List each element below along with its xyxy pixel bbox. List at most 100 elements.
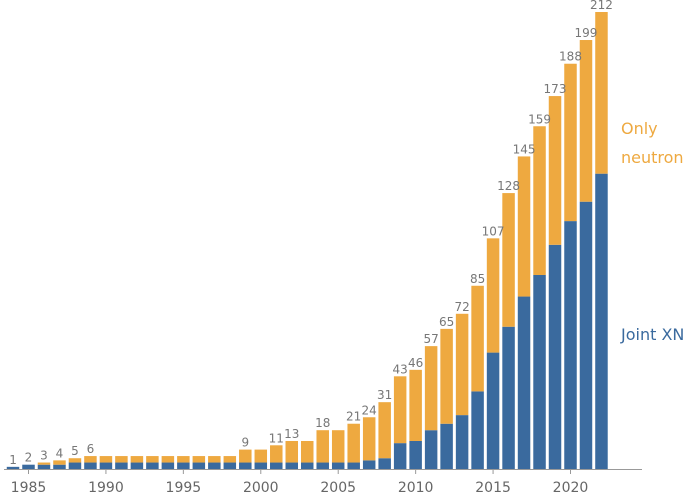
bar-only-neutron-1999 <box>239 449 252 463</box>
x-tick-label-2000: 2000 <box>243 480 279 495</box>
bar-only-neutron-1998 <box>223 456 237 463</box>
bar-joint-1990 <box>99 462 113 469</box>
total-label-1988: 5 <box>71 444 79 458</box>
bar-joint-2000 <box>254 462 268 469</box>
bar-only-neutron-2004 <box>316 430 329 463</box>
bar-only-neutron-1996 <box>192 456 206 463</box>
total-label-2016: 128 <box>497 179 520 193</box>
total-label-2010: 46 <box>408 356 423 370</box>
bar-joint-2006 <box>347 462 360 469</box>
bar-only-neutron-1987 <box>53 460 66 465</box>
bar-joint-2018 <box>533 274 546 469</box>
total-label-2007: 24 <box>362 403 377 417</box>
bar-only-neutron-2010 <box>409 369 422 441</box>
bar-joint-1998 <box>223 462 237 469</box>
bar-only-neutron-1991 <box>115 456 128 463</box>
bar-only-neutron-2022 <box>595 12 608 174</box>
legend-joint-xn: Joint XN <box>620 325 684 344</box>
bar-only-neutron-2018 <box>533 126 546 275</box>
bar-joint-2016 <box>502 326 515 469</box>
total-label-2017: 145 <box>513 142 536 156</box>
bar-only-neutron-1986 <box>37 462 51 465</box>
x-tick-label-1995: 1995 <box>166 480 202 495</box>
bar-only-neutron-1990 <box>99 456 113 463</box>
x-ticks-group: 1985 1990 1995 2000 2005 2010 2015 2020 <box>11 469 589 495</box>
total-label-2001: 11 <box>269 431 284 445</box>
total-label-2006: 21 <box>346 410 361 424</box>
bar-joint-2009 <box>393 443 407 469</box>
bar-only-neutron-2015 <box>486 238 500 353</box>
bar-only-neutron-2017 <box>517 156 531 297</box>
x-tick-label-2015: 2015 <box>475 480 511 495</box>
bar-joint-2001 <box>270 462 283 469</box>
bar-only-neutron-2016 <box>502 193 515 327</box>
total-label-1987: 4 <box>56 446 64 460</box>
legend-only-neutron-line1: Only <box>621 119 658 138</box>
bar-joint-2004 <box>316 462 329 469</box>
total-label-2020: 188 <box>559 50 582 64</box>
total-label-2021: 199 <box>575 26 598 40</box>
bar-joint-2019 <box>548 244 562 469</box>
x-tick-label-1985: 1985 <box>11 480 47 495</box>
total-label-2012: 65 <box>439 315 454 329</box>
bar-joint-1987 <box>53 464 66 469</box>
total-label-2019: 173 <box>544 82 567 96</box>
bar-joint-2011 <box>424 430 438 469</box>
x-tick-label-1990: 1990 <box>88 480 124 495</box>
bar-joint-1986 <box>37 464 51 469</box>
bar-joint-2012 <box>440 423 453 469</box>
bar-only-neutron-2005 <box>331 430 345 463</box>
total-label-1985: 2 <box>25 451 33 465</box>
legend-only-neutron-line2: neutron <box>621 148 684 167</box>
bar-only-neutron-2007 <box>362 417 376 461</box>
bar-only-neutron-2009 <box>393 376 407 444</box>
bar-only-neutron-2006 <box>347 423 360 463</box>
bar-joint-1993 <box>146 462 159 469</box>
bar-joint-1999 <box>239 462 252 469</box>
bar-only-neutron-2021 <box>579 40 593 202</box>
total-label-1999: 9 <box>241 436 249 450</box>
bar-joint-1985 <box>22 464 35 469</box>
bar-only-neutron-1988 <box>68 458 82 463</box>
total-label-2014: 85 <box>470 272 485 286</box>
total-label-2004: 18 <box>315 416 330 430</box>
bar-only-neutron-2003 <box>300 440 314 463</box>
total-label-1984: 1 <box>9 453 17 467</box>
bar-joint-2002 <box>285 462 299 469</box>
total-label-1986: 3 <box>40 449 48 463</box>
bar-joint-1991 <box>115 462 128 469</box>
bar-only-neutron-2020 <box>564 63 577 222</box>
bar-only-neutron-2011 <box>424 346 438 431</box>
bar-only-neutron-2019 <box>548 96 562 245</box>
bar-joint-2021 <box>579 201 593 469</box>
total-label-2008: 31 <box>377 388 392 402</box>
bar-joint-2007 <box>362 460 376 469</box>
bar-joint-2010 <box>409 440 422 469</box>
x-tick-label-2005: 2005 <box>320 480 356 495</box>
bar-only-neutron-1997 <box>208 456 221 463</box>
bar-joint-1992 <box>130 462 144 469</box>
total-label-1989: 6 <box>87 442 95 456</box>
bar-joint-2022 <box>595 173 608 470</box>
total-label-2015: 107 <box>482 224 505 238</box>
bar-joint-1989 <box>84 462 97 469</box>
total-label-2002: 13 <box>284 427 299 441</box>
bar-only-neutron-1989 <box>84 456 97 463</box>
bar-joint-2013 <box>455 415 469 469</box>
total-label-2022: 212 <box>590 0 613 12</box>
x-tick-label-2020: 2020 <box>553 480 589 495</box>
bar-only-neutron-2008 <box>378 402 391 459</box>
bar-joint-2015 <box>486 352 500 469</box>
bar-only-neutron-1992 <box>130 456 144 463</box>
bar-only-neutron-1993 <box>146 456 159 463</box>
bar-joint-1996 <box>192 462 206 469</box>
bar-joint-2005 <box>331 462 345 469</box>
bar-joint-2008 <box>378 458 391 469</box>
bar-joint-1995 <box>177 462 190 469</box>
bar-only-neutron-2012 <box>440 328 453 424</box>
total-label-2013: 72 <box>454 300 469 314</box>
bar-only-neutron-2014 <box>471 285 484 392</box>
bar-joint-1997 <box>208 462 221 469</box>
bar-only-neutron-1994 <box>161 456 175 463</box>
